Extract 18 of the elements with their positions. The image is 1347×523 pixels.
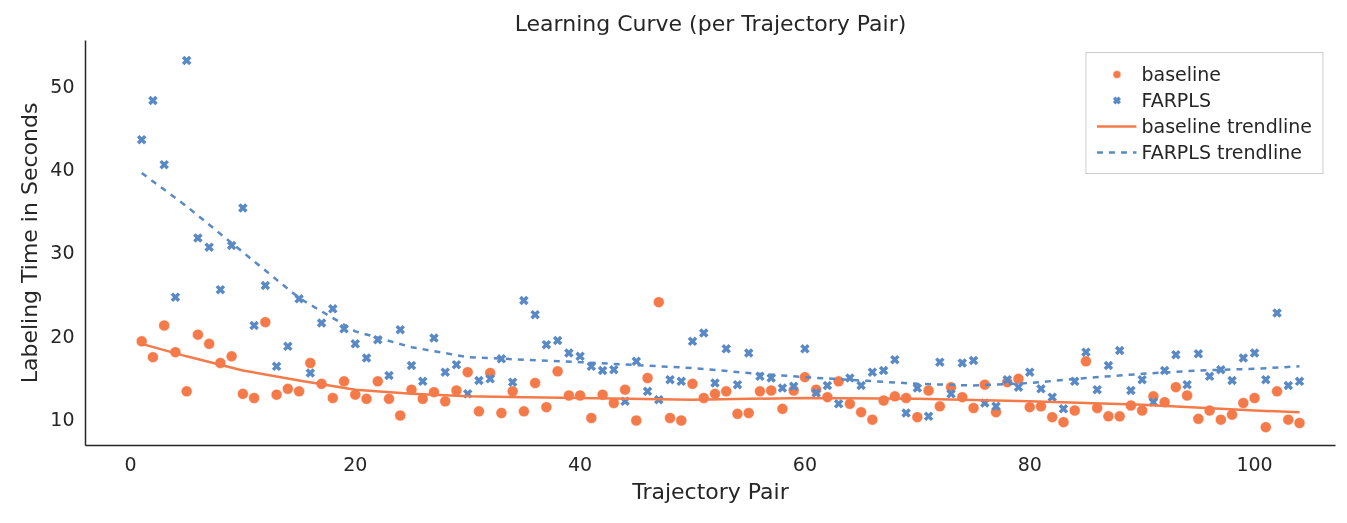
x-tick-label: 0 [124,452,137,475]
y-tick-label: 10 [50,407,75,430]
y-axis-title: Labeling Time in Seconds [17,102,43,384]
legend-label: baseline trendline [1141,115,1312,137]
x-tick-label: 100 [1236,452,1273,475]
legend-label: FARPLS trendline [1141,141,1302,163]
legend-label: baseline [1141,63,1222,85]
x-tick-label: 60 [792,452,818,475]
y-tick-label: 20 [50,324,75,347]
x-tick-label: 80 [1017,452,1042,475]
y-tick-label: 50 [50,74,75,97]
y-tick-label: 40 [50,157,75,180]
x-axis-title: Trajectory Pair [631,478,790,504]
x-tick-label: 20 [343,452,368,475]
chart-title: Learning Curve (per Trajectory Pair) [514,10,907,36]
x-tick-label: 40 [568,452,593,475]
legend-label: FARPLS [1141,89,1211,111]
y-tick-label: 30 [50,241,75,264]
